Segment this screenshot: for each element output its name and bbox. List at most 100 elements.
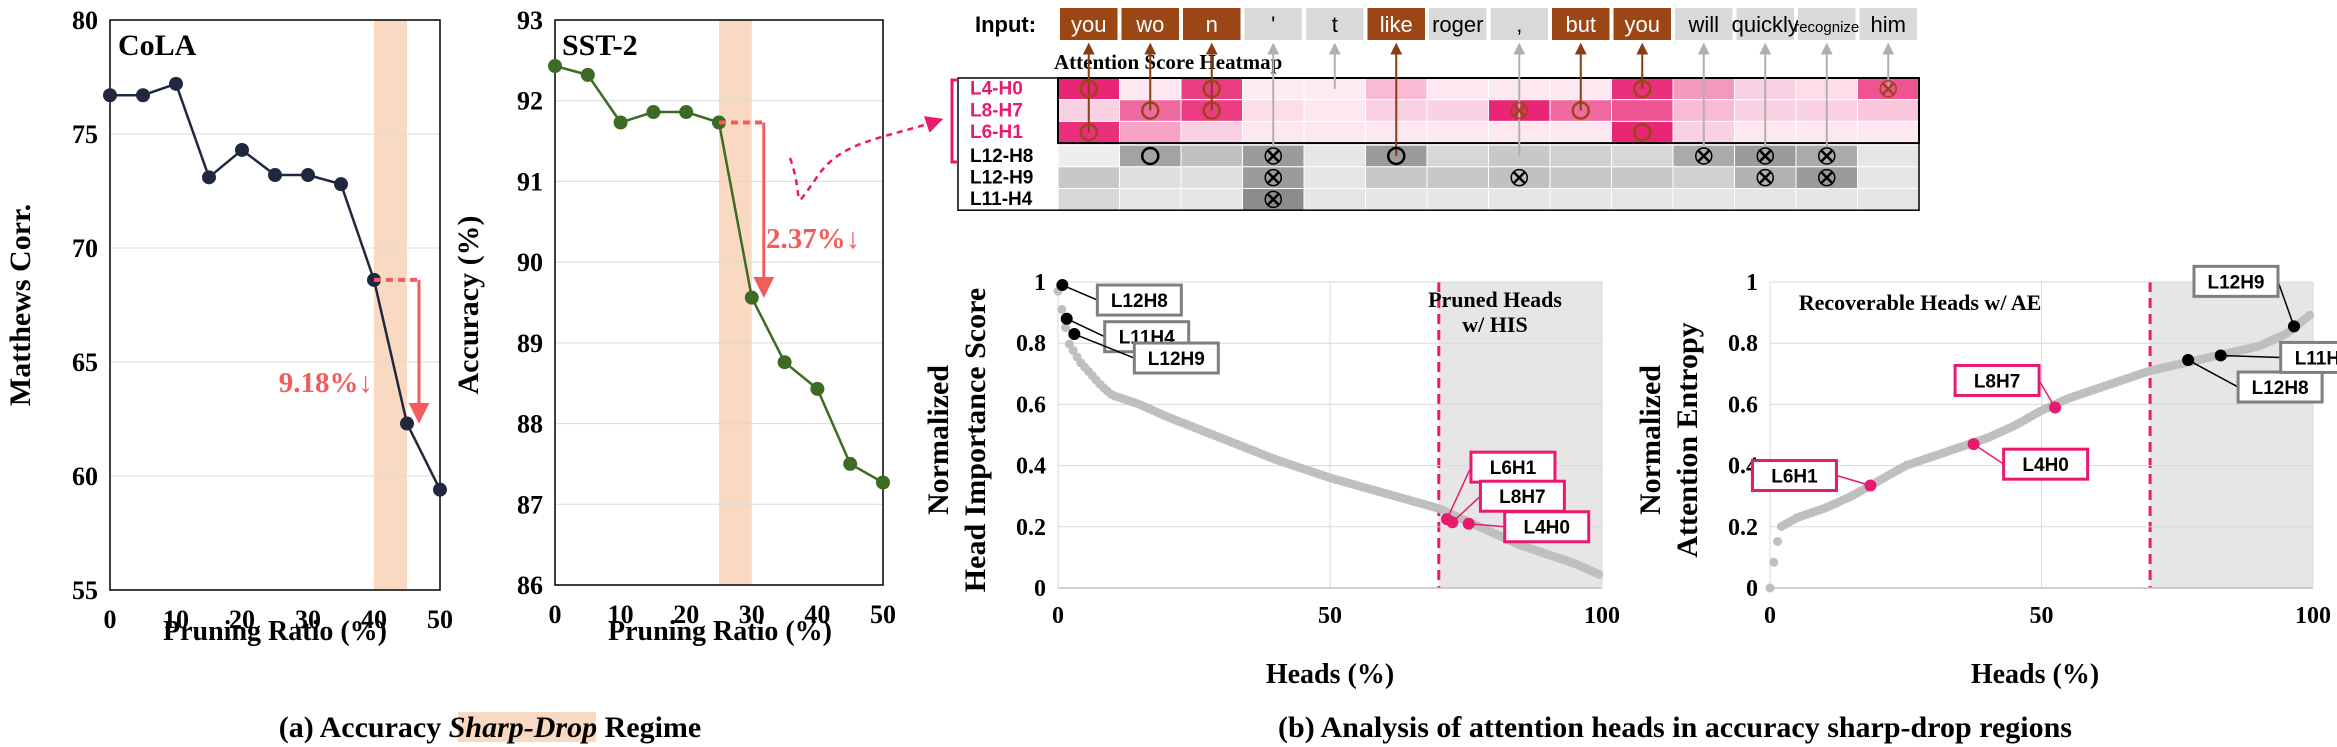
sst2-y-tick: 92: [517, 87, 543, 116]
ae-label-text: L4H0: [2022, 455, 2068, 476]
ae-x-tick: 0: [1764, 603, 1776, 629]
heatmap-cell: [1057, 144, 1120, 168]
his-leader: [1446, 466, 1472, 520]
ae-head-point: [1773, 536, 1783, 546]
heatmap-cell: [1180, 188, 1243, 211]
heatmap-row-label: L12-H9: [970, 168, 1033, 189]
sst2-to-heatmap-arrow: [788, 116, 944, 201]
his-y-tick: 1: [1034, 270, 1046, 296]
sst2-x-tick: 20: [673, 600, 699, 629]
caption-b: (b) Analysis of attention heads in accur…: [1278, 711, 2072, 744]
cola-y-label: Matthews Corr.: [4, 204, 37, 406]
heatmap-cell: [1488, 188, 1551, 211]
sst2-point: [613, 115, 628, 130]
ae-region-label: Recoverable Heads w/ AE: [1799, 290, 2042, 315]
cross-marker-ring: [1695, 147, 1713, 165]
his-label-box: [1095, 283, 1183, 317]
heatmap-row-label: L8-H7: [970, 100, 1023, 121]
his-x-ticks: 0 50 100: [1052, 603, 1620, 629]
heatmap-cell: [1611, 99, 1674, 122]
cola-x-tick: 10: [163, 605, 189, 634]
cross-marker: [1266, 149, 1281, 163]
his-series: [1053, 286, 1604, 579]
token-text: ,: [1516, 12, 1522, 37]
cola-point: [268, 168, 282, 183]
cola-drop-annotation: [374, 277, 430, 424]
input-label: Input:: [975, 12, 1036, 37]
cola-y-ticks: 55 60 65 70 75 80: [72, 6, 98, 605]
token-box: [1244, 8, 1302, 40]
ae-y-tick: 0.8: [1728, 331, 1758, 357]
heatmap-cell: [1180, 144, 1243, 168]
heatmap-cell: [1303, 188, 1366, 211]
token-text: you: [1071, 12, 1106, 37]
sst2-point: [843, 456, 858, 471]
attended-circle-marker: [1079, 123, 1098, 142]
input-tokens: you wo n ' t like roger, but you will quicklyrecog…: [1060, 8, 1917, 40]
attended-circle-marker: [1141, 146, 1160, 166]
heatmap-cell: [1611, 144, 1674, 168]
caption-a-prefix: (a) Accuracy: [279, 711, 449, 744]
ae-leader: [1973, 443, 2005, 465]
heatmap-cell: [1119, 166, 1182, 190]
cola-point: [169, 76, 183, 91]
heatmap-cell: [1672, 166, 1735, 190]
heatmap-cell: [1303, 99, 1366, 122]
attended-circle-marker: [1079, 79, 1098, 99]
sst2-x-ticks: 0 10 20 30 40 50: [549, 600, 897, 629]
attended-circle-marker: [1633, 123, 1652, 142]
ae-leader: [2038, 380, 2056, 408]
cross-marker: [1819, 170, 1834, 185]
his-y-label-1: Normalized: [922, 365, 955, 515]
cross-marker-ring: [1264, 190, 1282, 209]
attended-circle-marker: [1571, 101, 1590, 120]
token-box: [1859, 8, 1917, 40]
ae-label-box: [1953, 363, 2041, 397]
token-box: [1675, 8, 1733, 40]
sst2-point: [876, 475, 890, 490]
ae-y-label-2: Attention Entropy: [1671, 322, 1704, 557]
heatmap-cell: [1549, 120, 1612, 144]
heatmap-frame: [957, 77, 1920, 211]
sst2-point: [548, 59, 562, 74]
cola-y-tick: 65: [72, 348, 98, 377]
ae-y-tick: 1: [1746, 270, 1758, 296]
cross-marker: [1266, 170, 1281, 185]
his-label-box: [1503, 510, 1591, 544]
heatmap-cells: [957, 77, 1920, 211]
heatmap-cell: [1549, 166, 1612, 190]
attention-heatmap: Input: you wo n ' t like roger, but you will quick…: [950, 8, 1920, 211]
heatmap-cell: [1672, 188, 1735, 211]
his-head-point: [1061, 323, 1071, 333]
ae-x-ticks: 0 50 100: [1764, 603, 2331, 629]
sst2-x-tick: 50: [870, 600, 896, 629]
cola-point: [301, 168, 315, 183]
sst2-y-tick: 90: [517, 248, 543, 277]
cross-marker: [1512, 103, 1527, 118]
cola-x-tick: 20: [229, 605, 255, 634]
ae-y-tick: 0.2: [1728, 515, 1758, 541]
his-label-text: L12H8: [1111, 291, 1168, 312]
heatmap-cell: [1180, 120, 1243, 144]
cross-marker-ring: [1264, 147, 1282, 165]
caption-a-suffix: Regime: [597, 711, 701, 744]
token-box: [1736, 8, 1794, 40]
token-box: [1613, 8, 1671, 40]
ae-head-point: [1769, 557, 1779, 567]
heatmap-cell: [1180, 166, 1243, 190]
cola-y-tick: 80: [72, 6, 98, 35]
ae-x-label: Heads (%): [1971, 659, 2099, 690]
heatmap-cell: [1303, 120, 1366, 144]
token-text: wo: [1135, 12, 1164, 37]
his-leader: [1468, 522, 1505, 528]
his-x-tick: 0: [1052, 603, 1064, 629]
heatmap-cell: [1303, 166, 1366, 190]
sst2-point: [646, 105, 661, 120]
heatmap-cell: [1426, 166, 1489, 190]
sst2-title: SST-2: [562, 29, 638, 62]
sst2-point: [679, 105, 694, 120]
heatmap-cell: [1549, 188, 1612, 211]
